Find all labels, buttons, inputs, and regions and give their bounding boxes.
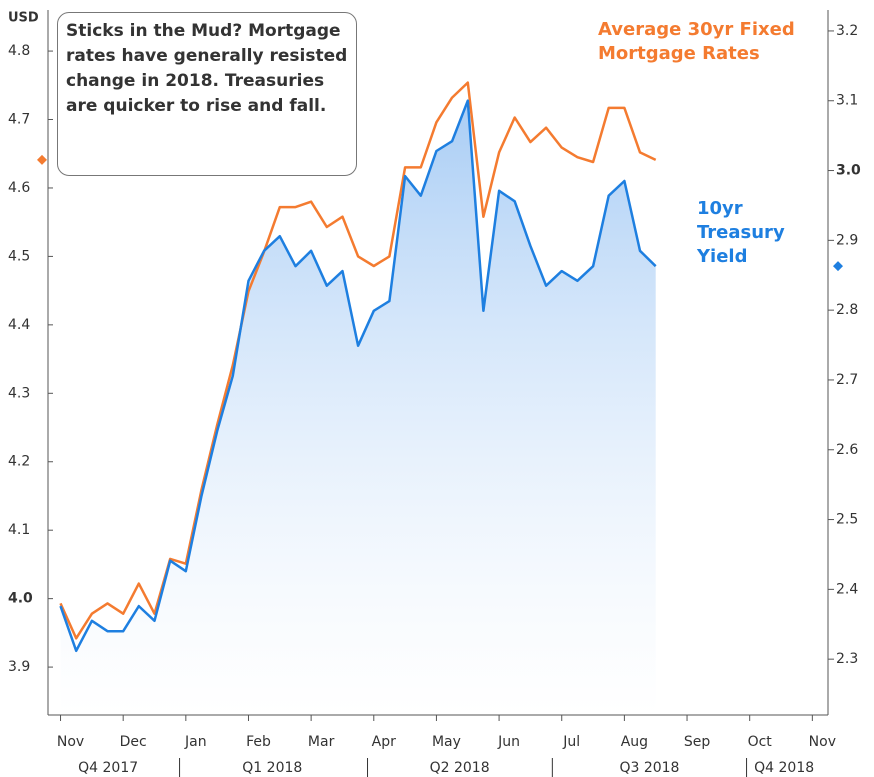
x-tick-label: May (432, 734, 461, 750)
y-tick-label: 4.6 (8, 180, 30, 196)
y2-tick-label: 2.8 (836, 302, 858, 318)
y-tick-label: 4.7 (8, 112, 30, 128)
y-tick-label: 4.3 (8, 385, 30, 401)
quarter-label: Q4 2018 (754, 760, 814, 776)
y-axis-title: USD (8, 11, 39, 26)
y2-tick-label: 2.7 (836, 372, 858, 388)
series-label: 10yr Treasury Yield (697, 198, 785, 267)
last-value-marker (37, 154, 47, 165)
x-tick-label: Dec (120, 734, 147, 750)
x-tick-label: Oct (748, 734, 773, 750)
y-tick-label: 4.5 (8, 248, 30, 264)
x-tick-label: Nov (57, 734, 84, 750)
quarter-label: Q1 2018 (242, 760, 302, 776)
x-tick-label: Nov (809, 734, 836, 750)
area (60, 100, 656, 715)
x-tick-label: Jun (497, 734, 520, 750)
series-label: Average 30yr Fixed Mortgage Rates (598, 19, 795, 64)
x-tick-label: Feb (246, 734, 271, 750)
x-tick-label: Jul (562, 734, 580, 750)
annotation: Sticks in the Mud? Mortgage rates have g… (57, 12, 357, 176)
y2-tick-label: 2.6 (836, 442, 858, 458)
y-tick-label: 4.1 (8, 522, 30, 538)
quarter-label: Q2 2018 (430, 760, 490, 776)
y2-tick-label: 2.5 (836, 512, 858, 528)
y2-tick-label: 2.3 (836, 651, 858, 667)
y2-tick-label: 2.4 (836, 581, 858, 597)
quarter-label: Q3 2018 (619, 760, 679, 776)
y2-tick-label: 2.9 (836, 232, 858, 248)
quarter-label: Q4 2017 (78, 760, 138, 776)
x-tick-label: Jan (184, 734, 207, 750)
y-tick-label: 4.8 (8, 43, 30, 59)
y2-tick-label: 3.1 (836, 93, 858, 109)
x-tick-label: Aug (621, 734, 648, 750)
x-tick-label: Apr (372, 734, 396, 750)
line (59, 99, 657, 653)
y-tick-label: 4.0 (8, 591, 33, 607)
y-tick-label: 3.9 (8, 659, 30, 675)
y2-tick-label: 3.2 (836, 23, 858, 39)
y-tick-label: 4.4 (8, 317, 30, 333)
line (59, 81, 657, 640)
y2-tick-label: 3.0 (836, 163, 861, 179)
y-tick-label: 4.2 (8, 454, 30, 470)
x-tick-label: Sep (684, 734, 711, 750)
x-tick-label: Mar (308, 734, 335, 750)
last-value-marker (833, 261, 843, 272)
